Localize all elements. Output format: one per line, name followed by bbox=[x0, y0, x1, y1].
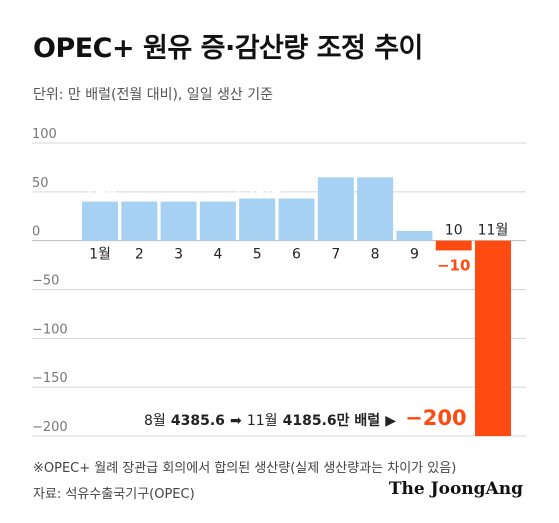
source: 자료: 석유수출국기구(OPEC) bbox=[33, 487, 195, 502]
bar bbox=[160, 201, 197, 241]
data-label: +64.8 bbox=[311, 157, 361, 175]
summary-note: 8월 4385.6 ➡ 11월 4185.6만 배럴 ▶ −200 bbox=[144, 406, 467, 430]
summary-from-month: 8월 bbox=[144, 413, 166, 429]
summary-change: −200 bbox=[405, 406, 467, 430]
arrow-icon: ➡ bbox=[230, 413, 242, 429]
x-tick-label: 7 bbox=[331, 247, 340, 263]
summary-from-value: 4385.6 bbox=[170, 413, 225, 429]
bar bbox=[357, 177, 394, 241]
x-tick-label: 8 bbox=[371, 247, 380, 263]
triangle-right-icon: ▶ bbox=[385, 413, 397, 429]
footnote: ※OPEC+ 월례 장관급 회의에서 합의된 생산량(실제 생산량과는 차이가 … bbox=[33, 461, 457, 476]
y-tick-label: −50 bbox=[32, 274, 59, 289]
x-tick-label: 10 bbox=[445, 223, 463, 239]
bar bbox=[396, 230, 433, 241]
bar bbox=[239, 198, 276, 241]
bar bbox=[199, 201, 236, 241]
summary-to-value: 4185.6만 배럴 bbox=[282, 413, 381, 429]
bar bbox=[435, 240, 472, 251]
data-label: −10 bbox=[437, 257, 470, 275]
unit-note: 단위: 만 배럴(전월 대비), 일일 생산 기준 bbox=[33, 87, 273, 103]
x-tick-label: 9 bbox=[410, 247, 419, 263]
bar bbox=[121, 201, 158, 241]
y-tick-label: −150 bbox=[32, 371, 68, 386]
data-label: +40 bbox=[83, 182, 116, 200]
y-tick-label: −100 bbox=[32, 322, 68, 337]
data-label: +10 bbox=[398, 211, 431, 229]
bar bbox=[278, 198, 315, 241]
x-tick-label: 11월 bbox=[478, 223, 509, 239]
publisher-logo: The JoongAng bbox=[388, 479, 523, 499]
chart-title: OPEC+ 원유 증·감산량 조정 추이 bbox=[33, 33, 423, 64]
y-tick-label: 100 bbox=[32, 127, 57, 142]
bar bbox=[317, 177, 354, 241]
bar-chart: 100 50 0 −50 −100 −150 −200 +40 1월 2 3 4 +43.2 5 6 +64.… bbox=[32, 127, 526, 437]
x-tick-label: 2 bbox=[135, 247, 144, 263]
x-tick-label: 5 bbox=[253, 247, 262, 263]
x-tick-label: 4 bbox=[213, 247, 222, 263]
x-tick-label: 3 bbox=[174, 247, 183, 263]
y-tick-label: 50 bbox=[32, 176, 49, 191]
bar bbox=[82, 201, 118, 241]
x-tick-label: 6 bbox=[292, 247, 301, 263]
y-tick-label: 0 bbox=[32, 225, 40, 240]
summary-to-month: 11월 bbox=[246, 413, 278, 429]
bar bbox=[475, 240, 511, 436]
x-tick-label: 1월 bbox=[89, 247, 111, 263]
y-tick-label: −200 bbox=[32, 420, 68, 435]
data-label: +43.2 bbox=[232, 178, 282, 196]
